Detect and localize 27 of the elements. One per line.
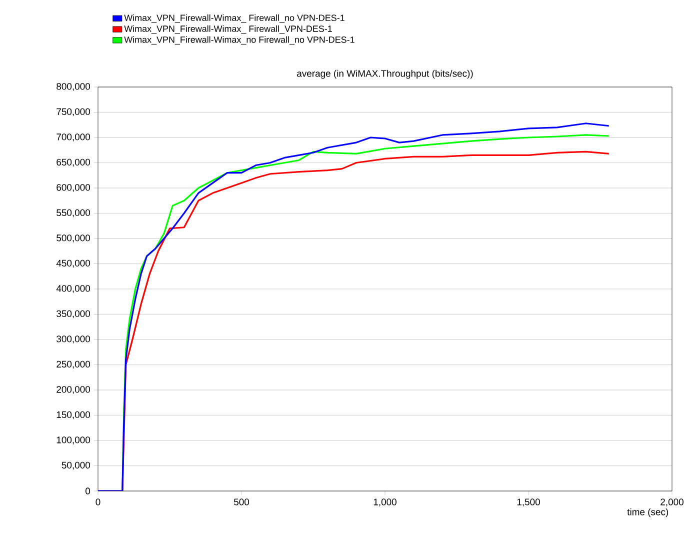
- y-tick-label: 550,000: [56, 209, 90, 218]
- y-tick-label: 800,000: [56, 83, 90, 91]
- y-tick-label: 150,000: [56, 411, 90, 420]
- y-tick-label: 500,000: [56, 234, 90, 242]
- x-tick-label: 500: [234, 498, 250, 506]
- y-tick-label: 750,000: [56, 108, 90, 116]
- y-tick-label: 50,000: [62, 462, 90, 470]
- y-tick-label: 350,000: [56, 310, 90, 318]
- legend-label: Wimax_VPN_Firewall-Wimax_ Firewall_no VPN-DES-1: [124, 14, 344, 23]
- x-tick-label: 0: [96, 498, 100, 506]
- x-tick-label: 2,000: [660, 498, 684, 506]
- legend-label: Wimax_VPN_Firewall-Wimax_ Firewall_VPN-DES-1: [124, 25, 332, 34]
- y-tick-label: 100,000: [56, 436, 90, 444]
- y-tick-label: 0: [86, 488, 90, 494]
- x-tick-label: 1,000: [374, 498, 396, 506]
- y-tick-label: 450,000: [56, 260, 90, 268]
- chart-title: average (in WiMAX.Throughput (bits/sec)): [297, 70, 473, 79]
- y-tick-label: 300,000: [56, 336, 90, 344]
- x-axis-title: time (sec): [627, 508, 668, 518]
- y-tick-label: 650,000: [56, 158, 90, 167]
- x-tick-label: 1,500: [517, 498, 540, 506]
- y-tick-label: 600,000: [56, 184, 90, 192]
- y-tick-label: 200,000: [56, 386, 90, 394]
- y-tick-label: 400,000: [56, 285, 90, 293]
- y-tick-label: 700,000: [56, 134, 90, 142]
- legend-label: Wimax_VPN_Firewall-Wimax_no Firewall_no VPN-DES-1: [124, 36, 354, 45]
- y-tick-label: 250,000: [56, 360, 90, 369]
